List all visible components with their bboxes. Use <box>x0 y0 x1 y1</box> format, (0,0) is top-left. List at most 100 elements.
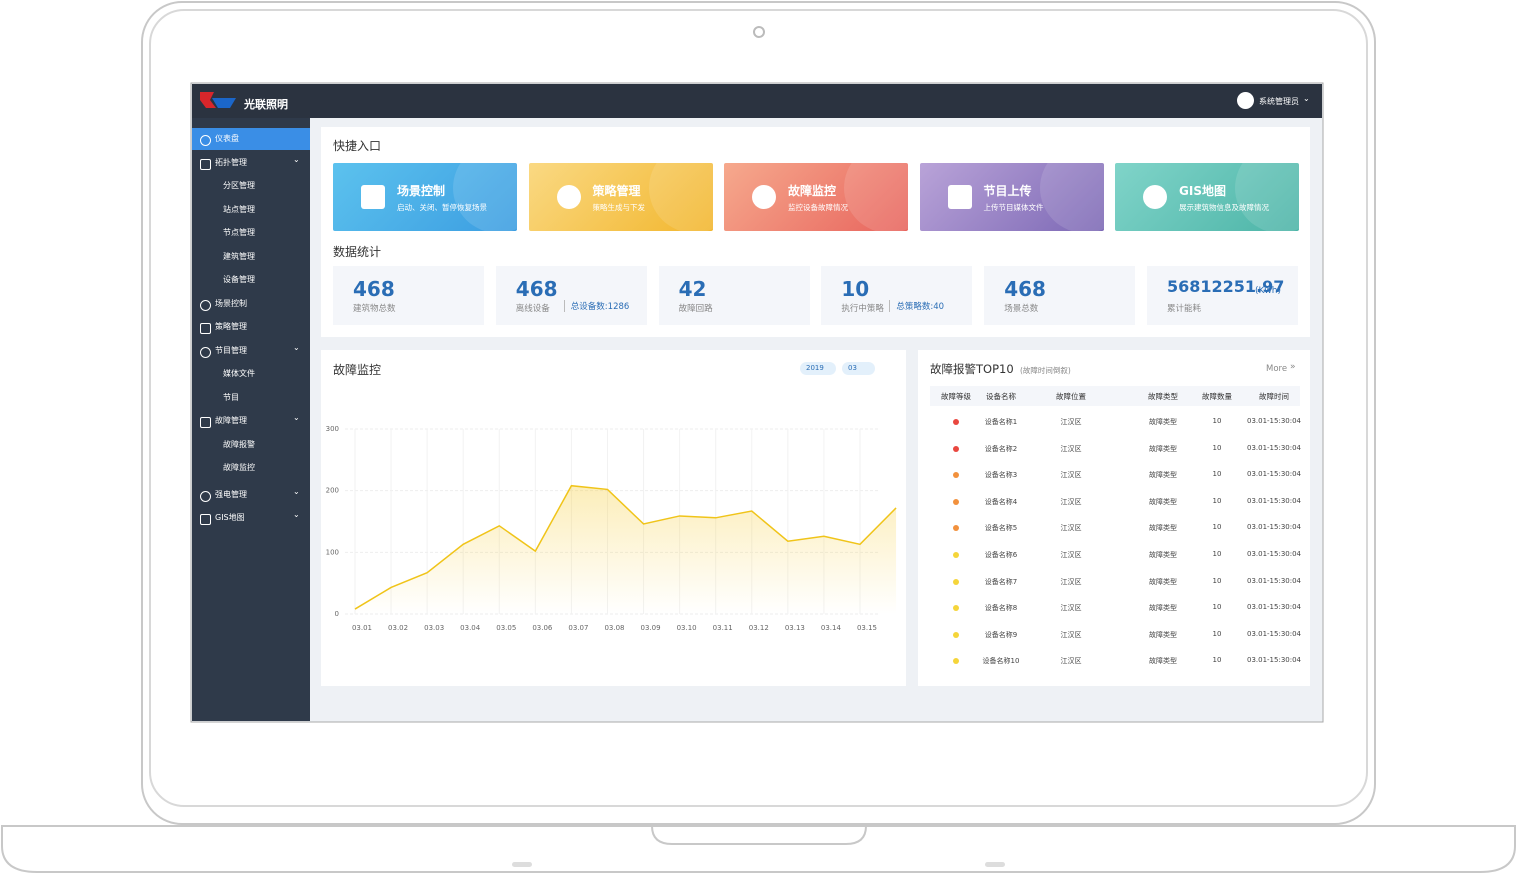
quick-card[interactable] <box>724 163 908 231</box>
table-cell: 10 <box>1212 603 1222 612</box>
level-dot <box>953 472 959 479</box>
line <box>354 484 897 610</box>
menu-icon[interactable] <box>200 135 211 146</box>
submenu-item[interactable]: 媒体文件 <box>223 369 255 378</box>
table-cell: 设备名称8 <box>984 604 1018 613</box>
table-cell: 江汉区 <box>1060 604 1082 613</box>
x-tick-label: 03.05 <box>496 624 516 632</box>
submenu-item[interactable]: 节点管理 <box>223 228 255 237</box>
stat-extra: 总策略数:40 <box>889 300 944 312</box>
card-deco <box>844 163 908 231</box>
table-cell: 故障类型 <box>1149 630 1177 639</box>
table-cell: 03.01-15:30:04 <box>1246 576 1301 585</box>
user-caret[interactable]: ⌄ <box>1303 94 1310 103</box>
user-name[interactable]: 系统管理员 <box>1259 97 1299 106</box>
table-cell: 江汉区 <box>1060 630 1082 639</box>
stat-label: 执行中策略 <box>841 304 884 314</box>
filter-text[interactable]: 03 <box>848 364 857 372</box>
stat-label: 累计能耗 <box>1167 304 1202 314</box>
active-item <box>192 128 310 150</box>
menu-item[interactable]: 拓扑管理 <box>215 157 247 167</box>
sidebar <box>192 118 310 721</box>
card-title: 节目上传 <box>983 184 1032 198</box>
table-cell: 设备名称1 <box>984 418 1018 426</box>
column-header: 故障位置 <box>1056 392 1086 401</box>
more-link[interactable]: More <box>1266 364 1288 374</box>
table-cell: 设备名称10 <box>982 657 1020 666</box>
menu-icon[interactable] <box>200 490 211 502</box>
card-deco <box>453 163 517 231</box>
x-tick-label: 03.15 <box>857 624 877 632</box>
submenu-item[interactable]: 设备管理 <box>223 275 255 284</box>
submenu-item[interactable]: 建筑管理 <box>223 251 255 261</box>
table-cell: 03.01-15:30:04 <box>1246 523 1301 532</box>
stat-value: 10 <box>841 277 870 301</box>
menu-item[interactable]: 强电管理 <box>215 489 247 499</box>
stat-value: 468 <box>353 277 395 301</box>
menu-item[interactable]: 仪表盘 <box>215 134 239 143</box>
menu-item[interactable]: 节目管理 <box>215 345 247 355</box>
menu-icon[interactable] <box>200 323 211 334</box>
menu-caret[interactable]: ⌄ <box>293 486 300 496</box>
table-cell: 10 <box>1212 470 1222 479</box>
column-header: 设备名称 <box>986 392 1016 401</box>
menu-caret[interactable]: ⌄ <box>293 154 300 164</box>
table-cell: 故障类型 <box>1149 497 1177 506</box>
table-cell: 故障类型 <box>1149 604 1177 613</box>
level-dot <box>953 445 959 452</box>
chart-title: 故障监控 <box>333 363 382 377</box>
menu-item[interactable]: 故障管理 <box>215 416 247 425</box>
submenu-item[interactable]: 分区管理 <box>223 181 255 190</box>
filter-select[interactable] <box>800 362 836 375</box>
menu-icon[interactable] <box>200 514 211 525</box>
submenu-item[interactable]: 故障报警 <box>223 439 255 449</box>
section-title: 快捷入口 <box>333 139 382 153</box>
card-icon <box>947 185 972 209</box>
card-desc: 策略生成与下发 <box>592 203 646 212</box>
menu-icon[interactable] <box>200 346 211 358</box>
menu-caret[interactable]: ⌄ <box>293 510 300 519</box>
level-dot <box>953 419 959 425</box>
table-cell: 10 <box>1212 629 1222 638</box>
table-cell: 10 <box>1212 550 1222 558</box>
menu-item[interactable]: GIS地图 <box>215 513 245 522</box>
more-arrow[interactable]: » <box>1290 362 1296 372</box>
menu-caret[interactable]: ⌄ <box>293 413 300 422</box>
stat-box <box>658 266 810 325</box>
filter-text[interactable]: 2019 <box>806 364 824 372</box>
table-cell: 江汉区 <box>1060 444 1082 453</box>
stat-value: 468 <box>515 277 558 301</box>
quick-card[interactable] <box>333 163 517 231</box>
filter-select[interactable] <box>842 362 875 375</box>
submenu-item[interactable]: 站点管理 <box>223 204 255 214</box>
menu-item[interactable]: 策略管理 <box>215 322 247 331</box>
level-dot <box>953 552 959 558</box>
column-header: 故障时间 <box>1259 392 1289 401</box>
menu-icon[interactable] <box>200 299 211 311</box>
x-tick-label: 03.06 <box>532 624 553 632</box>
stat-label: 场景总数 <box>1004 304 1039 314</box>
card-icon <box>752 185 776 209</box>
table-cell: 03.01-15:30:04 <box>1246 417 1301 425</box>
quick-card[interactable] <box>1115 163 1299 231</box>
table-cell: 设备名称6 <box>984 551 1018 559</box>
submenu-item[interactable]: 节目 <box>223 392 239 402</box>
table-cell: 10 <box>1212 656 1222 665</box>
x-tick-label: 03.14 <box>821 624 842 632</box>
alarm-title: 故障报警TOP10 <box>930 362 1014 376</box>
table-cell: 03.01-15:30:04 <box>1246 550 1301 558</box>
menu-item[interactable]: 场景控制 <box>215 298 247 308</box>
stat-unit: (Kwh) <box>1255 286 1281 296</box>
section-title: 数据统计 <box>333 245 382 259</box>
menu-caret[interactable]: ⌄ <box>293 342 300 352</box>
alarm-panel <box>918 350 1310 686</box>
avatar[interactable] <box>1237 92 1254 109</box>
menu-icon[interactable] <box>200 158 211 170</box>
area <box>355 485 897 614</box>
stat-box <box>1147 266 1298 325</box>
x-tick-label: 03.09 <box>641 624 661 632</box>
table-cell: 江汉区 <box>1060 524 1082 533</box>
stat-value: 42 <box>678 277 707 301</box>
menu-icon[interactable] <box>200 417 211 428</box>
submenu-item[interactable]: 故障监控 <box>223 463 255 472</box>
